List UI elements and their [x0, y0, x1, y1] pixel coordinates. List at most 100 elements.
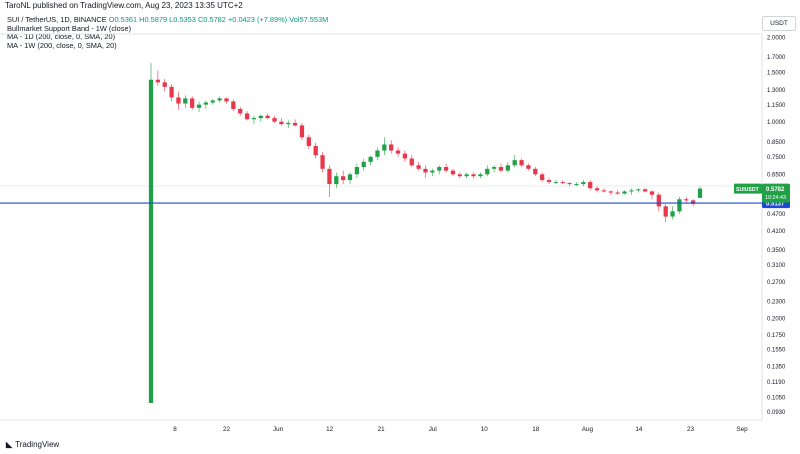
currency-button[interactable]: USDT [762, 16, 796, 31]
y-tick-label: 0.1050 [767, 395, 786, 401]
y-tick-label: 0.1550 [767, 348, 786, 354]
candle-body [361, 161, 366, 168]
candle-body [190, 98, 195, 108]
candle-body [299, 125, 305, 138]
candles [148, 62, 703, 403]
candle-body [478, 174, 483, 177]
y-tick-label: 0.3500 [767, 248, 786, 254]
candle-body [238, 108, 243, 114]
x-tick-label: 14 [635, 426, 643, 433]
last-price-tag [762, 183, 790, 203]
candle-body [608, 191, 613, 193]
candle-body [279, 121, 284, 125]
candle-body [546, 180, 552, 183]
y-tick-label: 0.1190 [767, 380, 786, 386]
price-tags: 0.5137 SUIUSDT 0.5782 10:24:43 [734, 183, 790, 209]
y-axis-ticks: 2.0000 1.7000 1.5000 1.3000 1.1500 1.0000 0.85… [767, 35, 786, 416]
symbol-label[interactable]: SUI / TetherUS, 1D, BINANCE [7, 15, 107, 24]
candle-body [148, 79, 154, 403]
x-tick-label: Sep [736, 426, 748, 433]
candle-body [251, 118, 257, 120]
candle-body [670, 211, 675, 217]
candle-body [402, 153, 408, 159]
publisher-text: TaroNL published on TradingView.com, Aug… [5, 1, 243, 10]
candle-body [560, 182, 565, 184]
candle-body [622, 191, 627, 194]
x-tick-label: Jun [273, 426, 284, 433]
last-price-label: 0.5782 [766, 187, 785, 193]
x-axis-ticks: 8 22 Jun 12 21 Jul 10 18 Aug 14 23 Sep [173, 426, 748, 433]
candle-body [292, 122, 298, 126]
candle-body [203, 102, 209, 105]
candle-body [258, 115, 263, 119]
candle-body [649, 191, 655, 195]
symbol-tag-label: SUIUSDT [736, 187, 760, 193]
y-tick-label: 1.3000 [767, 88, 786, 94]
candle-body [457, 174, 462, 177]
y-tick-label: 0.1750 [767, 333, 786, 339]
candle-body [691, 200, 696, 204]
x-tick-label: 21 [378, 426, 386, 433]
candle-body [430, 170, 435, 173]
candle-body [656, 194, 661, 207]
candle-body [265, 115, 270, 119]
candle-body [567, 183, 572, 185]
candle-body [588, 182, 593, 189]
high-value: H0.5879 [139, 15, 168, 24]
y-tick-label: 0.2000 [767, 317, 786, 323]
x-tick-label: Jul [429, 426, 437, 433]
candle-body [231, 101, 236, 109]
candle-body [574, 184, 579, 186]
indicator-row[interactable]: Bullmarket Support Band - 1W (close) [7, 23, 132, 33]
candle-body [636, 189, 641, 191]
candle-body [437, 167, 442, 171]
candle-body [155, 79, 160, 83]
candle-body [663, 206, 668, 217]
x-tick-label: 22 [223, 426, 231, 433]
y-tick-label: 0.2700 [767, 280, 786, 286]
candle-body [217, 98, 222, 101]
y-tick-label: 0.1350 [767, 365, 786, 371]
candle-body [581, 182, 586, 185]
x-tick-label: 12 [326, 426, 334, 433]
indicator-row[interactable]: MA - 1W (200, close, 0, SMA, 20) [7, 40, 117, 50]
candle-body [677, 199, 682, 212]
candle-body [224, 98, 229, 102]
y-tick-label: 0.7500 [767, 155, 786, 161]
candle-body [183, 98, 188, 104]
indicator-row[interactable]: MA - 1D (200, close, 0, SMA, 20) [7, 32, 116, 42]
candle-body [642, 189, 648, 192]
close-value: C0.5782 [197, 15, 226, 24]
candle-body [341, 176, 346, 181]
x-tick-label: 10 [481, 426, 489, 433]
y-tick-label: 1.1500 [767, 103, 786, 109]
y-tick-label: 1.7000 [767, 55, 786, 61]
candle-body [347, 174, 353, 181]
candle-body [491, 167, 497, 169]
candle-body [210, 100, 215, 103]
candle-body [395, 150, 401, 154]
candle-body [464, 174, 469, 177]
y-tick-label: 0.4700 [767, 212, 786, 218]
candle-body [244, 113, 250, 120]
countdown-label: 10:24:43 [765, 195, 786, 201]
y-tick-label: 0.4100 [767, 229, 786, 235]
volume-value: Vol57.553M [289, 15, 329, 24]
open-value: O0.5361 [108, 15, 138, 24]
candle-body [416, 165, 421, 169]
candle-body [498, 167, 504, 171]
x-tick-label: 23 [687, 426, 695, 433]
candle-body [519, 160, 524, 166]
y-tick-label: 1.5000 [767, 70, 786, 76]
x-tick-label: 18 [532, 426, 540, 433]
support-price-label: 0.5137 [766, 201, 785, 207]
candle-body [272, 118, 277, 122]
candle-body [389, 144, 394, 151]
candle-body [615, 192, 620, 194]
y-tick-label: 0.0930 [767, 410, 786, 416]
candle-body [334, 176, 339, 185]
change-value: +0.0423 (+7.89%) [227, 15, 288, 24]
candle-body [423, 168, 428, 173]
candle-body [697, 188, 703, 198]
